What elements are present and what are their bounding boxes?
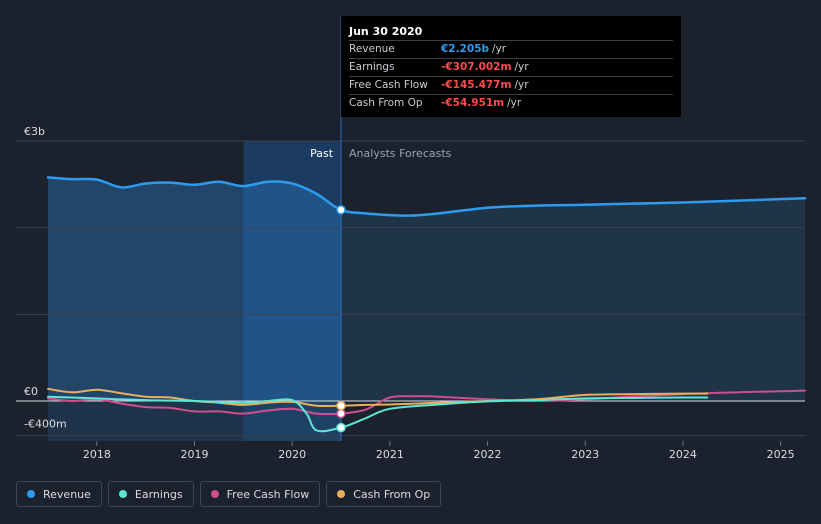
x-tick-label: 2022 [474,448,502,461]
tooltip-label: Revenue [349,43,395,55]
tooltip-row-free-cash-flow: Free Cash Flow -€145.477m /yr [349,76,673,94]
tooltip-unit: /yr [492,43,507,55]
highlight-point-earnings [336,422,346,433]
revenue-area-forecast [341,198,805,401]
forecast-label: Analysts Forecasts [349,147,452,160]
legend-item-earnings[interactable]: Earnings [107,481,194,507]
legend-item-free-cash-flow[interactable]: Free Cash Flow [199,481,321,507]
tooltip-value: -€145.477m [441,79,512,91]
revenue-area-past [48,177,342,401]
tooltip-unit: /yr [514,61,529,73]
tooltip-label: Earnings [349,61,395,73]
tooltip-value: -€307.002m [441,61,512,73]
tooltip-value: -€54.951m [441,97,505,109]
legend: Revenue Earnings Free Cash Flow Cash Fro… [16,481,442,507]
highlight-markers [336,205,346,433]
legend-label: Revenue [43,487,91,501]
x-tick-label: 2020 [278,448,306,461]
x-tick-label: 2025 [767,448,795,461]
y-tick-label: €3b [24,125,45,138]
legend-label: Cash From Op [353,487,431,501]
legend-dot-icon [118,490,127,498]
series-line-cash-from-op [47,387,709,408]
past-label: Past [310,147,334,160]
legend-dot-icon [337,490,346,498]
highlight-point-cash-from-op [336,401,346,411]
tooltip-value: €2.205b [441,43,490,55]
highlight-point-free-cash-flow [336,408,346,419]
revenue-area-group [48,141,805,441]
region-labels: Past Analysts Forecasts [310,147,452,160]
tooltip: Jun 30 2020 Revenue €2.205b /yr Earnings… [341,16,681,117]
tooltip-row-earnings: Earnings -€307.002m /yr [349,58,673,76]
tooltip-row-revenue: Revenue €2.205b /yr [349,40,673,58]
tooltip-date: Jun 30 2020 [349,25,423,38]
tooltip-row-cash-from-op: Cash From Op -€54.951m /yr [349,94,673,112]
highlight-point-revenue [336,205,346,215]
legend-item-revenue[interactable]: Revenue [16,481,102,507]
x-tick-label: 2023 [571,448,599,461]
tooltip-unit: /yr [507,97,522,109]
x-tick-label: 2019 [181,448,209,461]
tooltip-unit: /yr [514,79,529,91]
x-tick-label: 2018 [83,448,111,461]
x-tick-label: 2024 [669,448,697,461]
legend-label: Free Cash Flow [226,487,310,501]
hover-highlight-band [243,141,342,441]
y-tick-label: -€400m [24,418,67,431]
y-axis: €3b €0 -€400m [24,125,67,431]
x-axis: 2018 2019 2020 2021 2022 2023 2024 2025 [83,441,795,461]
legend-dot-icon [27,490,35,498]
series-line-revenue [46,176,807,217]
legend-dot-icon [210,490,219,498]
legend-label: Earnings [134,487,183,501]
tooltip-label: Free Cash Flow [349,79,428,91]
tooltip-label: Cash From Op [349,97,423,109]
y-tick-label: €0 [24,385,38,398]
past-area-below-zero [48,401,342,441]
x-tick-label: 2021 [376,448,404,461]
legend-item-cash-from-op[interactable]: Cash From Op [326,481,442,507]
